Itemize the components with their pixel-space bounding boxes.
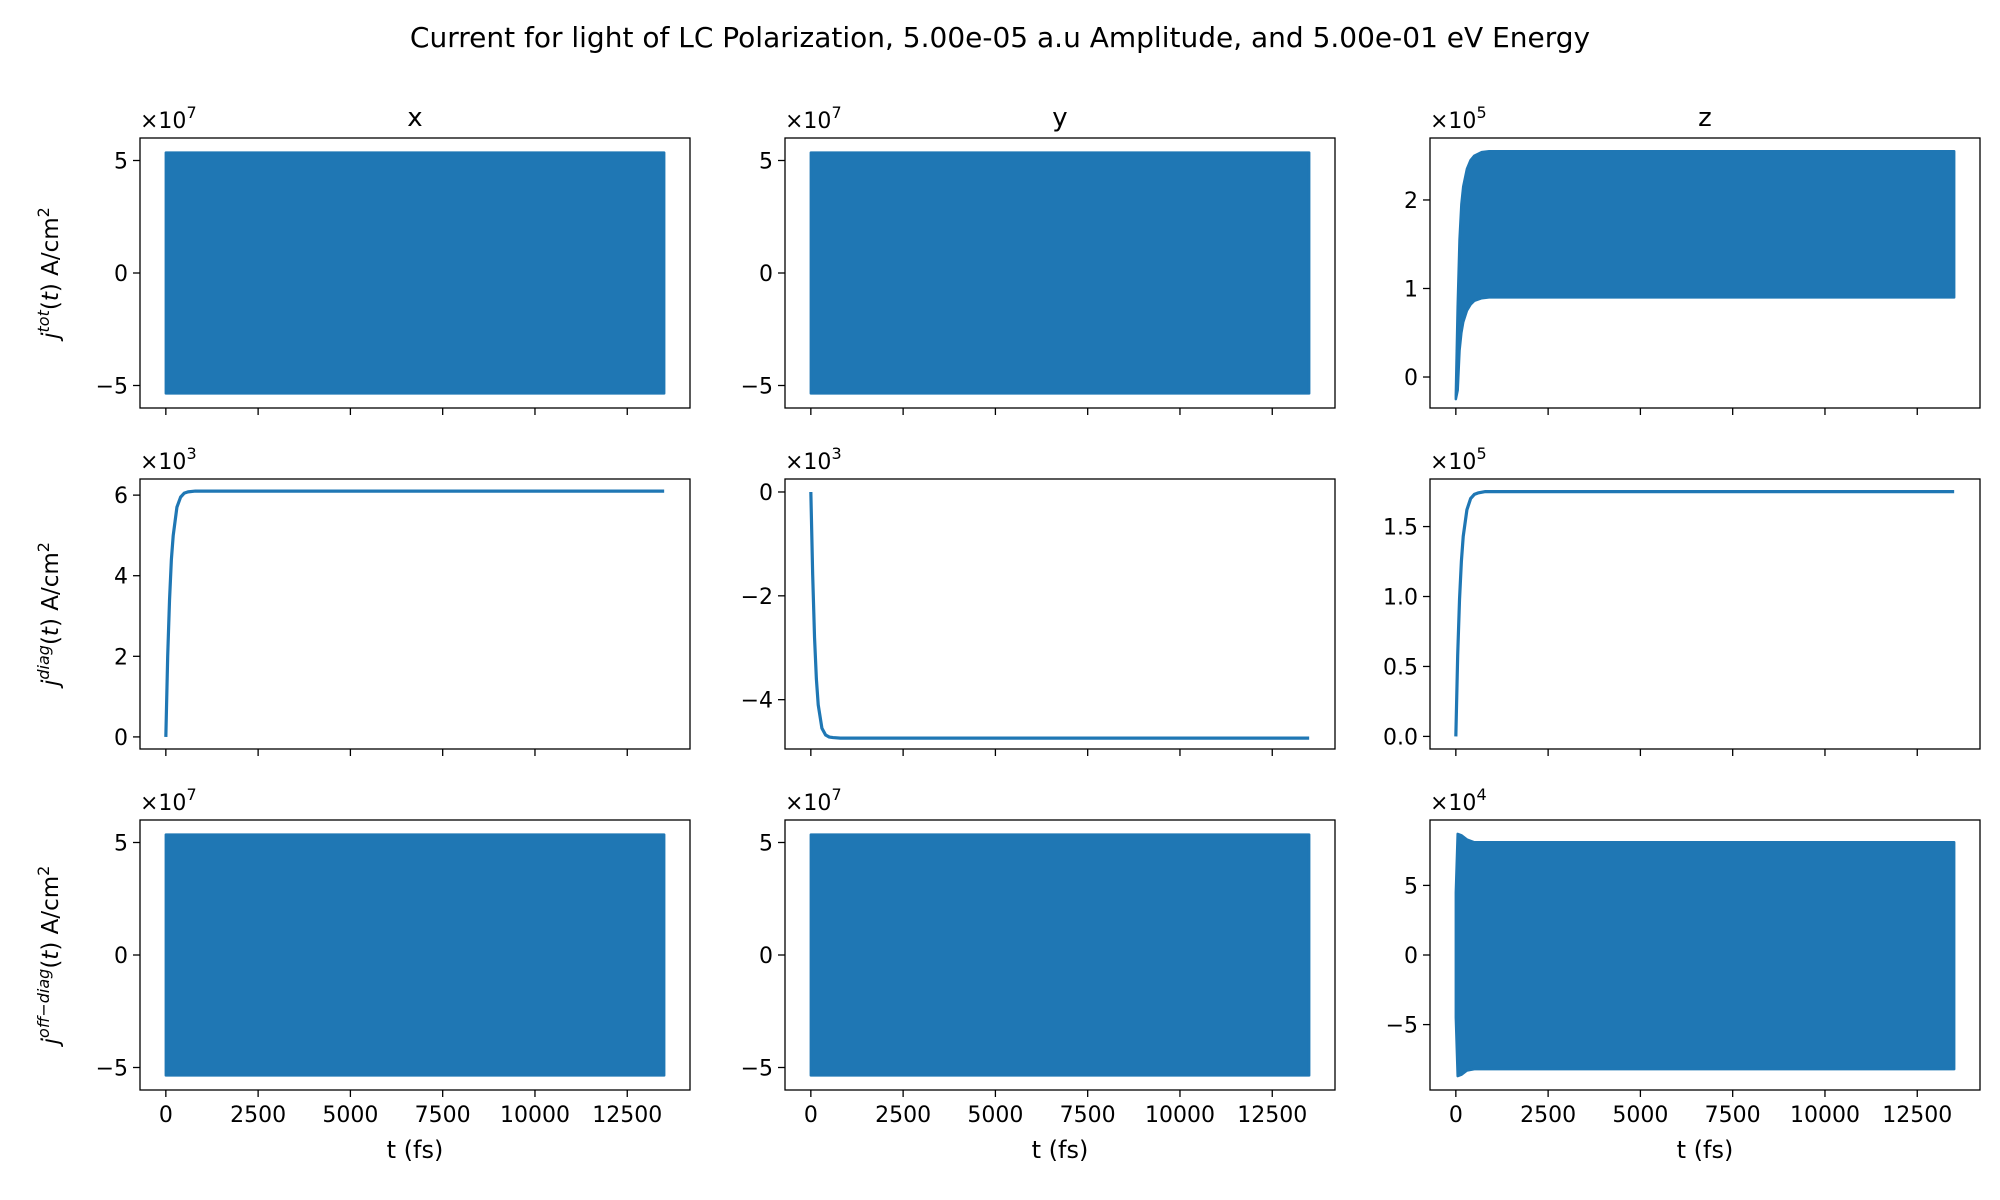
subplot-1-1: −4 −2 0 ×103	[741, 444, 1336, 756]
x-tick-label: 10000	[500, 1103, 570, 1128]
figure-title: Current for light of LC Polarization, 5.…	[410, 21, 1590, 54]
y-tick-label: 5	[759, 832, 773, 857]
y-tick-label: 0	[114, 944, 128, 969]
y-tick-label: 5	[114, 832, 128, 857]
series-line	[164, 489, 665, 737]
y-tick-label: 0	[1404, 366, 1418, 391]
subplot-1-2: 0.0 0.5 1.0 1.5 ×105	[1383, 444, 1981, 756]
y-tick-label: 5	[759, 150, 773, 175]
y-tick-label: 5	[114, 150, 128, 175]
x-tick-label: 12500	[592, 1103, 662, 1128]
y-tick-label: 0	[759, 944, 773, 969]
series-line	[1454, 489, 1955, 737]
scale-offset-label: ×105	[1430, 103, 1487, 134]
y-tick-label: 2	[1404, 189, 1418, 214]
series-band	[164, 833, 666, 1077]
subplot-0-0: −5 0 5 ×107 x jtot(t) A/cm2	[34, 103, 691, 415]
y-tick-label: −5	[741, 375, 773, 400]
x-axis-label: t (fs)	[1677, 1136, 1734, 1164]
y-tick-label: 0	[759, 481, 773, 506]
x-tick-label: 7500	[1060, 1103, 1116, 1128]
subplot-title: y	[1052, 103, 1067, 133]
y-tick-label: 0	[759, 262, 773, 287]
axes-frame	[1429, 478, 1981, 750]
series-band	[1454, 150, 1956, 401]
subplot-title: z	[1698, 103, 1712, 133]
x-tick-label: 7500	[415, 1103, 471, 1128]
x-tick-label: 0	[1449, 1103, 1463, 1128]
axes-frame	[1429, 137, 1981, 409]
subplot-0-1: −5 0 5 ×107 y	[741, 103, 1336, 415]
x-tick-label: 10000	[1145, 1103, 1215, 1128]
series-band	[809, 833, 1311, 1077]
x-tick-label: 0	[804, 1103, 818, 1128]
scale-offset-label: ×103	[785, 444, 842, 475]
y-tick-label: 0	[114, 726, 128, 751]
y-tick-label: 5	[1404, 874, 1418, 899]
scale-offset-label: ×105	[1430, 444, 1487, 475]
x-axis-label: t (fs)	[1032, 1136, 1089, 1164]
y-tick-label: 0	[114, 262, 128, 287]
x-tick-label: 0	[159, 1103, 173, 1128]
subplot-2-2: −5 0 5 0 2500 5000 7500 10000 12500 ×104 t (fs)	[1386, 785, 1981, 1164]
axes-frame	[139, 478, 691, 750]
y-tick-label: 0.5	[1383, 655, 1418, 680]
scale-offset-label: ×107	[140, 103, 197, 134]
y-tick-label: −2	[741, 585, 773, 610]
subplot-title: x	[407, 103, 422, 133]
series-band	[164, 151, 666, 395]
scale-offset-label: ×107	[140, 785, 197, 816]
y-tick-label: 6	[114, 484, 128, 509]
x-tick-label: 5000	[1612, 1103, 1668, 1128]
x-tick-label: 10000	[1790, 1103, 1860, 1128]
y-tick-label: 1	[1404, 277, 1418, 302]
y-tick-label: −5	[96, 1057, 128, 1082]
y-tick-label: 1.0	[1383, 586, 1418, 611]
scale-offset-label: ×103	[140, 444, 197, 475]
subplot-0-2: 0 1 2 ×105 z	[1404, 103, 1981, 415]
y-axis-label: jtot(t) A/cm2	[34, 207, 64, 342]
subplot-1-0: 0 2 4 6 ×103 jdiag(t) A/cm2	[34, 444, 691, 756]
y-tick-label: 0	[1404, 944, 1418, 969]
y-tick-label: −5	[96, 375, 128, 400]
series-band	[809, 151, 1311, 395]
y-tick-label: 2	[114, 645, 128, 670]
x-tick-label: 12500	[1882, 1103, 1952, 1128]
series-band	[1454, 832, 1956, 1078]
y-axis-label: joff−diag(t) A/cm2	[34, 866, 64, 1048]
y-tick-label: −4	[741, 689, 773, 714]
subplot-2-1: −5 0 5 0 2500 5000 7500 10000 12500 ×107 t (fs)	[741, 785, 1336, 1164]
y-tick-label: −5	[741, 1057, 773, 1082]
y-tick-label: 1.5	[1383, 516, 1418, 541]
x-tick-label: 2500	[230, 1103, 286, 1128]
series-line	[809, 491, 1310, 740]
axes-frame	[784, 478, 1336, 750]
subplot-2-0: −5 0 5 0 2500 5000 7500 10000 12500 ×107 t (fs) jof…	[34, 785, 691, 1164]
x-tick-label: 5000	[322, 1103, 378, 1128]
y-tick-label: −5	[1386, 1014, 1418, 1039]
x-tick-label: 2500	[875, 1103, 931, 1128]
y-tick-label: 0.0	[1383, 725, 1418, 750]
x-axis-label: t (fs)	[387, 1136, 444, 1164]
y-axis-label: jdiag(t) A/cm2	[34, 542, 64, 689]
scale-offset-label: ×104	[1430, 785, 1487, 816]
x-tick-label: 7500	[1705, 1103, 1761, 1128]
y-tick-label: 4	[114, 565, 128, 590]
x-tick-label: 5000	[967, 1103, 1023, 1128]
x-tick-label: 2500	[1520, 1103, 1576, 1128]
x-tick-label: 12500	[1237, 1103, 1307, 1128]
scale-offset-label: ×107	[785, 103, 842, 134]
scale-offset-label: ×107	[785, 785, 842, 816]
